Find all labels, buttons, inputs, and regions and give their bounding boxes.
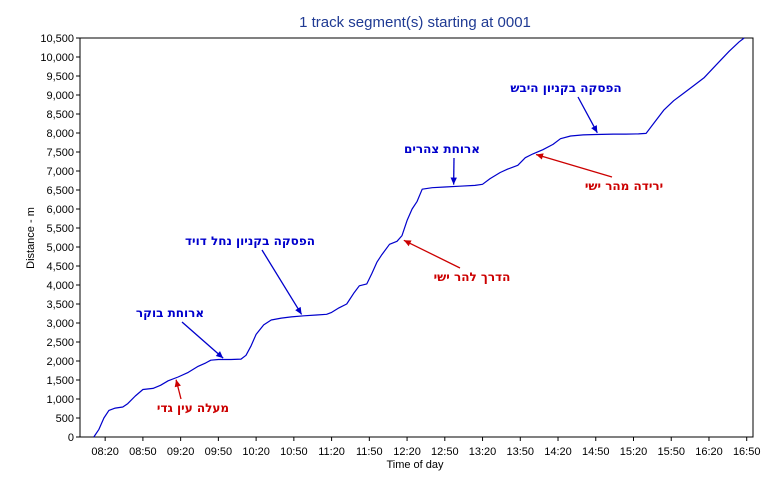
y-tick-label: 7,000 — [46, 166, 74, 178]
y-tick-label: 7,500 — [46, 147, 74, 159]
y-tick-label: 2,500 — [46, 337, 74, 349]
x-tick-label: 11:20 — [318, 446, 345, 458]
annotation-arrowhead — [536, 153, 544, 160]
y-tick-label: 1,000 — [46, 394, 74, 406]
y-tick-label: 3,000 — [46, 318, 74, 330]
annotation-label: ירידה מהר ישי — [585, 179, 663, 193]
annotation-label: הדרך להר ישי — [434, 270, 511, 284]
x-tick-label: 12:50 — [431, 446, 459, 458]
annotation-label: הפסקה בקניון היבש — [510, 81, 621, 95]
x-axis-title: Time of day — [386, 459, 444, 471]
x-tick-label: 15:50 — [657, 446, 685, 458]
y-tick-label: 10,000 — [40, 52, 74, 64]
y-tick-label: 4,000 — [46, 280, 74, 292]
x-tick-label: 12:20 — [393, 446, 421, 458]
y-tick-label: 8,000 — [46, 128, 74, 140]
x-tick-label: 13:50 — [507, 446, 535, 458]
annotation-arrow — [403, 239, 461, 269]
x-tick-label: 08:50 — [129, 446, 157, 458]
y-tick-label: 8,500 — [46, 109, 74, 121]
x-tick-label: 08:20 — [91, 446, 119, 458]
x-tick-label: 11:50 — [356, 446, 383, 458]
y-tick-label: 9,000 — [46, 90, 74, 102]
x-tick-label: 15:20 — [620, 446, 648, 458]
y-tick-label: 6,500 — [46, 185, 74, 197]
x-axis: 08:20 08:50 09:20 09:50 10:20 10:50 11:20 11:50… — [91, 437, 760, 458]
annotation-arrowhead — [591, 125, 598, 133]
y-tick-label: 5,000 — [46, 242, 74, 254]
x-tick-label: 14:50 — [582, 446, 610, 458]
annotation-arrow — [535, 153, 613, 178]
annotation-label: ארוחת בוקר — [136, 306, 204, 320]
annotation-arrowhead — [450, 177, 457, 185]
x-tick-label: 14:20 — [544, 446, 572, 458]
annotation-label: הפסקה בקניון נחל דויד — [185, 234, 315, 248]
annotation-label: ארוחת צהרים — [404, 142, 480, 156]
x-tick-label: 10:50 — [280, 446, 308, 458]
annotation-arrowhead — [403, 240, 412, 247]
annotation-arrowhead — [215, 351, 224, 359]
y-tick-label: 6,000 — [46, 204, 74, 216]
x-tick-label: 16:50 — [733, 446, 761, 458]
y-tick-label: 3,500 — [46, 299, 74, 311]
y-tick-label: 1,500 — [46, 375, 74, 387]
x-tick-label: 09:50 — [205, 446, 233, 458]
y-tick-label: 4,500 — [46, 261, 74, 273]
y-tick-label: 5,500 — [46, 223, 74, 235]
annotation-arrow — [181, 321, 224, 359]
x-tick-label: 13:20 — [469, 446, 497, 458]
y-tick-label: 10,500 — [40, 33, 74, 45]
plot-frame — [79, 37, 754, 438]
annotation-label: מעלה עין גדי — [157, 401, 229, 415]
y-tick-label: 500 — [56, 413, 74, 425]
annotation-arrow — [261, 249, 303, 315]
annotation-group: ארוחת בוקר מעלה עין גדי הפסקה בקניון נחל ד… — [136, 81, 663, 415]
x-tick-label: 10:20 — [242, 446, 270, 458]
series-group — [93, 37, 745, 438]
y-axis: 0 500 1,000 1,500 2,000 2,500 3,000 3,500 4,000 4… — [40, 33, 80, 444]
series-line — [93, 37, 745, 438]
y-tick-label: 0 — [68, 432, 74, 444]
annotation-arrowhead — [295, 306, 302, 315]
y-tick-label: 2,000 — [46, 356, 74, 368]
annotation-arrowhead — [174, 379, 181, 388]
chart-title: 1 track segment(s) starting at 0001 — [299, 14, 531, 31]
y-axis-title: Distance - m — [25, 207, 37, 269]
x-tick-label: 09:20 — [167, 446, 195, 458]
x-tick-label: 16:20 — [695, 446, 723, 458]
y-tick-label: 9,500 — [46, 71, 74, 83]
